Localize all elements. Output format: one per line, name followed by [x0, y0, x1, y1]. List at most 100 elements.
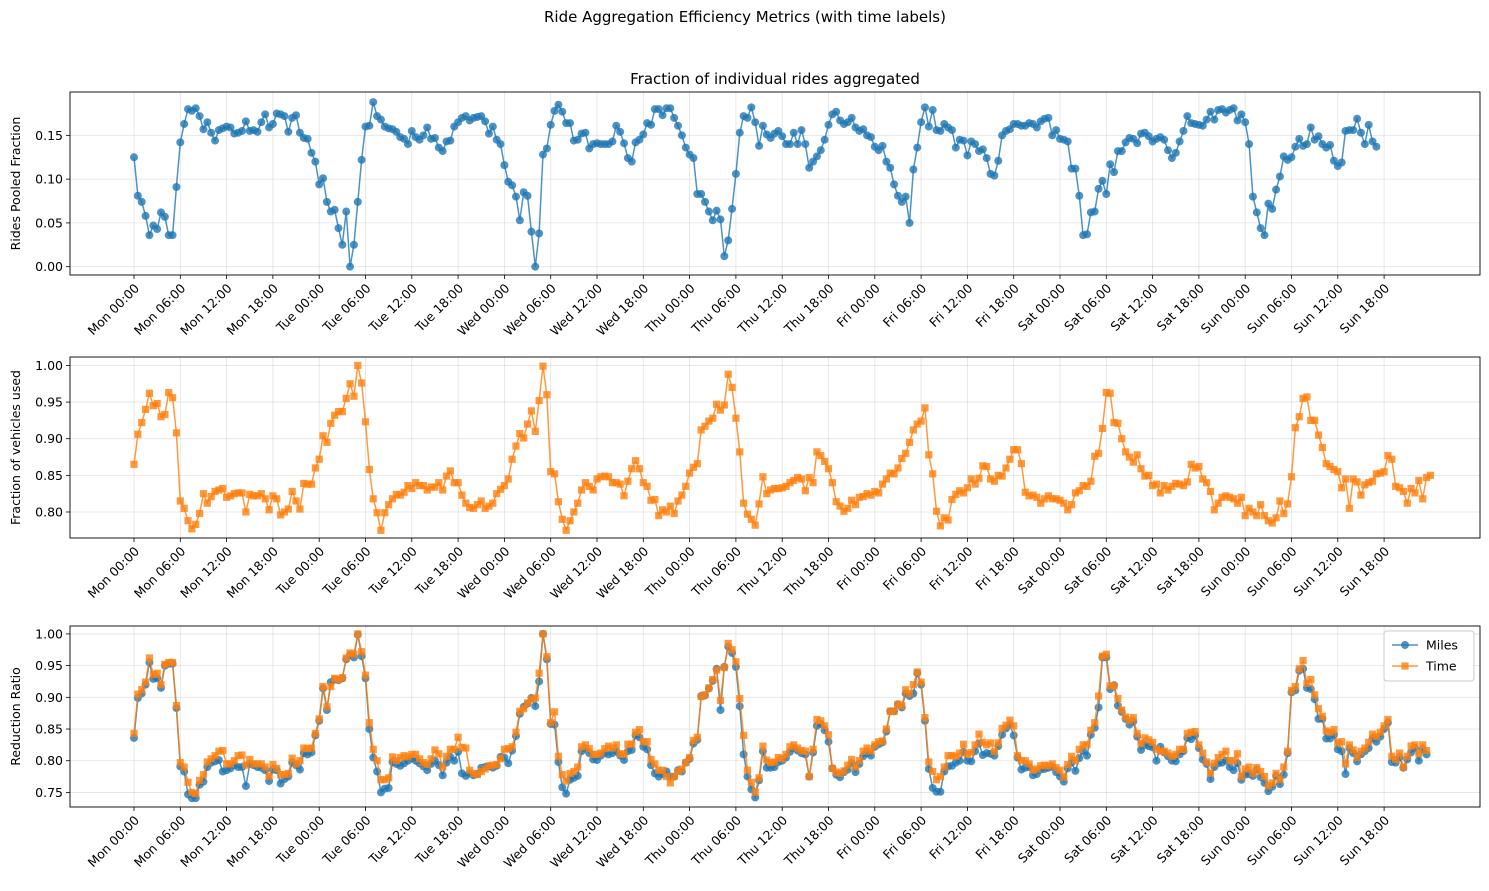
- data-point: [1168, 482, 1176, 490]
- x-tick-label: Sat 12:00: [1107, 543, 1160, 596]
- data-point: [809, 479, 817, 487]
- data-point: [547, 468, 555, 476]
- data-point: [168, 394, 177, 402]
- data-point: [330, 205, 339, 214]
- panel-title: Fraction of individual rides aggregated: [630, 70, 920, 88]
- data-point: [890, 470, 898, 478]
- data-point: [616, 750, 624, 758]
- data-point: [331, 674, 339, 682]
- data-point: [319, 174, 328, 183]
- x-tick-label: Thu 18:00: [780, 280, 836, 336]
- data-point: [878, 141, 887, 150]
- data-point: [535, 229, 544, 238]
- data-point: [215, 747, 223, 755]
- data-point: [662, 772, 671, 781]
- x-tick-label: Fri 12:00: [926, 280, 975, 329]
- data-point: [134, 430, 142, 438]
- data-point: [338, 407, 346, 416]
- data-point: [1176, 480, 1184, 488]
- data-point: [1152, 756, 1161, 765]
- data-point: [565, 119, 574, 128]
- data-point: [593, 750, 601, 758]
- data-point: [562, 526, 570, 534]
- data-point: [1302, 140, 1311, 149]
- data-point: [1307, 675, 1315, 684]
- data-point: [932, 507, 941, 515]
- data-point: [462, 499, 470, 507]
- data-point: [790, 741, 798, 749]
- data-point: [697, 693, 705, 701]
- data-point: [821, 457, 829, 466]
- data-point: [280, 771, 289, 779]
- data-point: [172, 429, 181, 437]
- data-point: [1179, 745, 1188, 753]
- x-tick-label: Thu 00:00: [642, 543, 698, 599]
- data-point: [1372, 470, 1380, 478]
- data-point: [689, 154, 698, 163]
- data-point: [180, 504, 188, 512]
- data-point: [1102, 650, 1110, 658]
- data-point: [415, 482, 424, 490]
- data-point: [419, 759, 427, 767]
- x-tick-label: Fri 00:00: [834, 812, 883, 861]
- data-point: [160, 212, 169, 221]
- data-point: [681, 143, 690, 152]
- data-point: [963, 151, 972, 160]
- data-point: [153, 225, 162, 234]
- data-point: [554, 100, 563, 109]
- data-point: [153, 669, 161, 677]
- data-point: [334, 224, 343, 233]
- x-tick-label: Sat 00:00: [1015, 543, 1068, 596]
- data-point: [327, 682, 335, 691]
- data-point: [971, 140, 980, 149]
- data-point: [616, 127, 625, 136]
- data-point: [550, 470, 559, 478]
- data-point: [670, 509, 678, 518]
- data-point: [878, 480, 887, 488]
- data-point: [377, 776, 385, 784]
- data-point: [608, 137, 617, 146]
- data-point: [755, 141, 764, 150]
- data-point: [1106, 389, 1114, 397]
- data-point: [226, 123, 235, 132]
- data-point: [708, 216, 717, 225]
- data-point: [539, 362, 547, 370]
- data-point: [1195, 462, 1203, 471]
- data-point: [740, 499, 748, 507]
- data-point: [1044, 762, 1053, 770]
- data-point: [508, 455, 516, 463]
- data-point: [832, 768, 840, 776]
- data-point: [315, 180, 324, 189]
- data-point: [292, 760, 300, 768]
- data-point: [1060, 773, 1068, 781]
- x-tick-label: Sun 18:00: [1337, 543, 1393, 599]
- data-point: [1314, 431, 1323, 439]
- data-point: [1083, 230, 1092, 239]
- data-point: [627, 157, 636, 166]
- data-point: [207, 128, 216, 137]
- data-point: [280, 508, 289, 516]
- data-point: [145, 389, 154, 397]
- data-point: [338, 240, 347, 249]
- data-point: [496, 485, 505, 493]
- data-point: [427, 755, 435, 763]
- data-point: [1426, 471, 1434, 479]
- data-point: [1017, 757, 1026, 765]
- data-point: [1268, 204, 1277, 213]
- data-point: [925, 451, 933, 459]
- data-point: [1318, 443, 1326, 452]
- data-point: [747, 103, 756, 112]
- data-point: [215, 486, 223, 494]
- data-point: [994, 471, 1002, 479]
- data-point: [1256, 224, 1265, 233]
- data-point: [909, 426, 917, 434]
- data-point: [423, 486, 431, 494]
- data-point: [1280, 509, 1288, 518]
- data-point: [1121, 448, 1130, 456]
- data-point: [902, 686, 910, 694]
- data-point: [315, 715, 323, 723]
- data-point: [481, 117, 490, 126]
- data-point: [1345, 504, 1353, 512]
